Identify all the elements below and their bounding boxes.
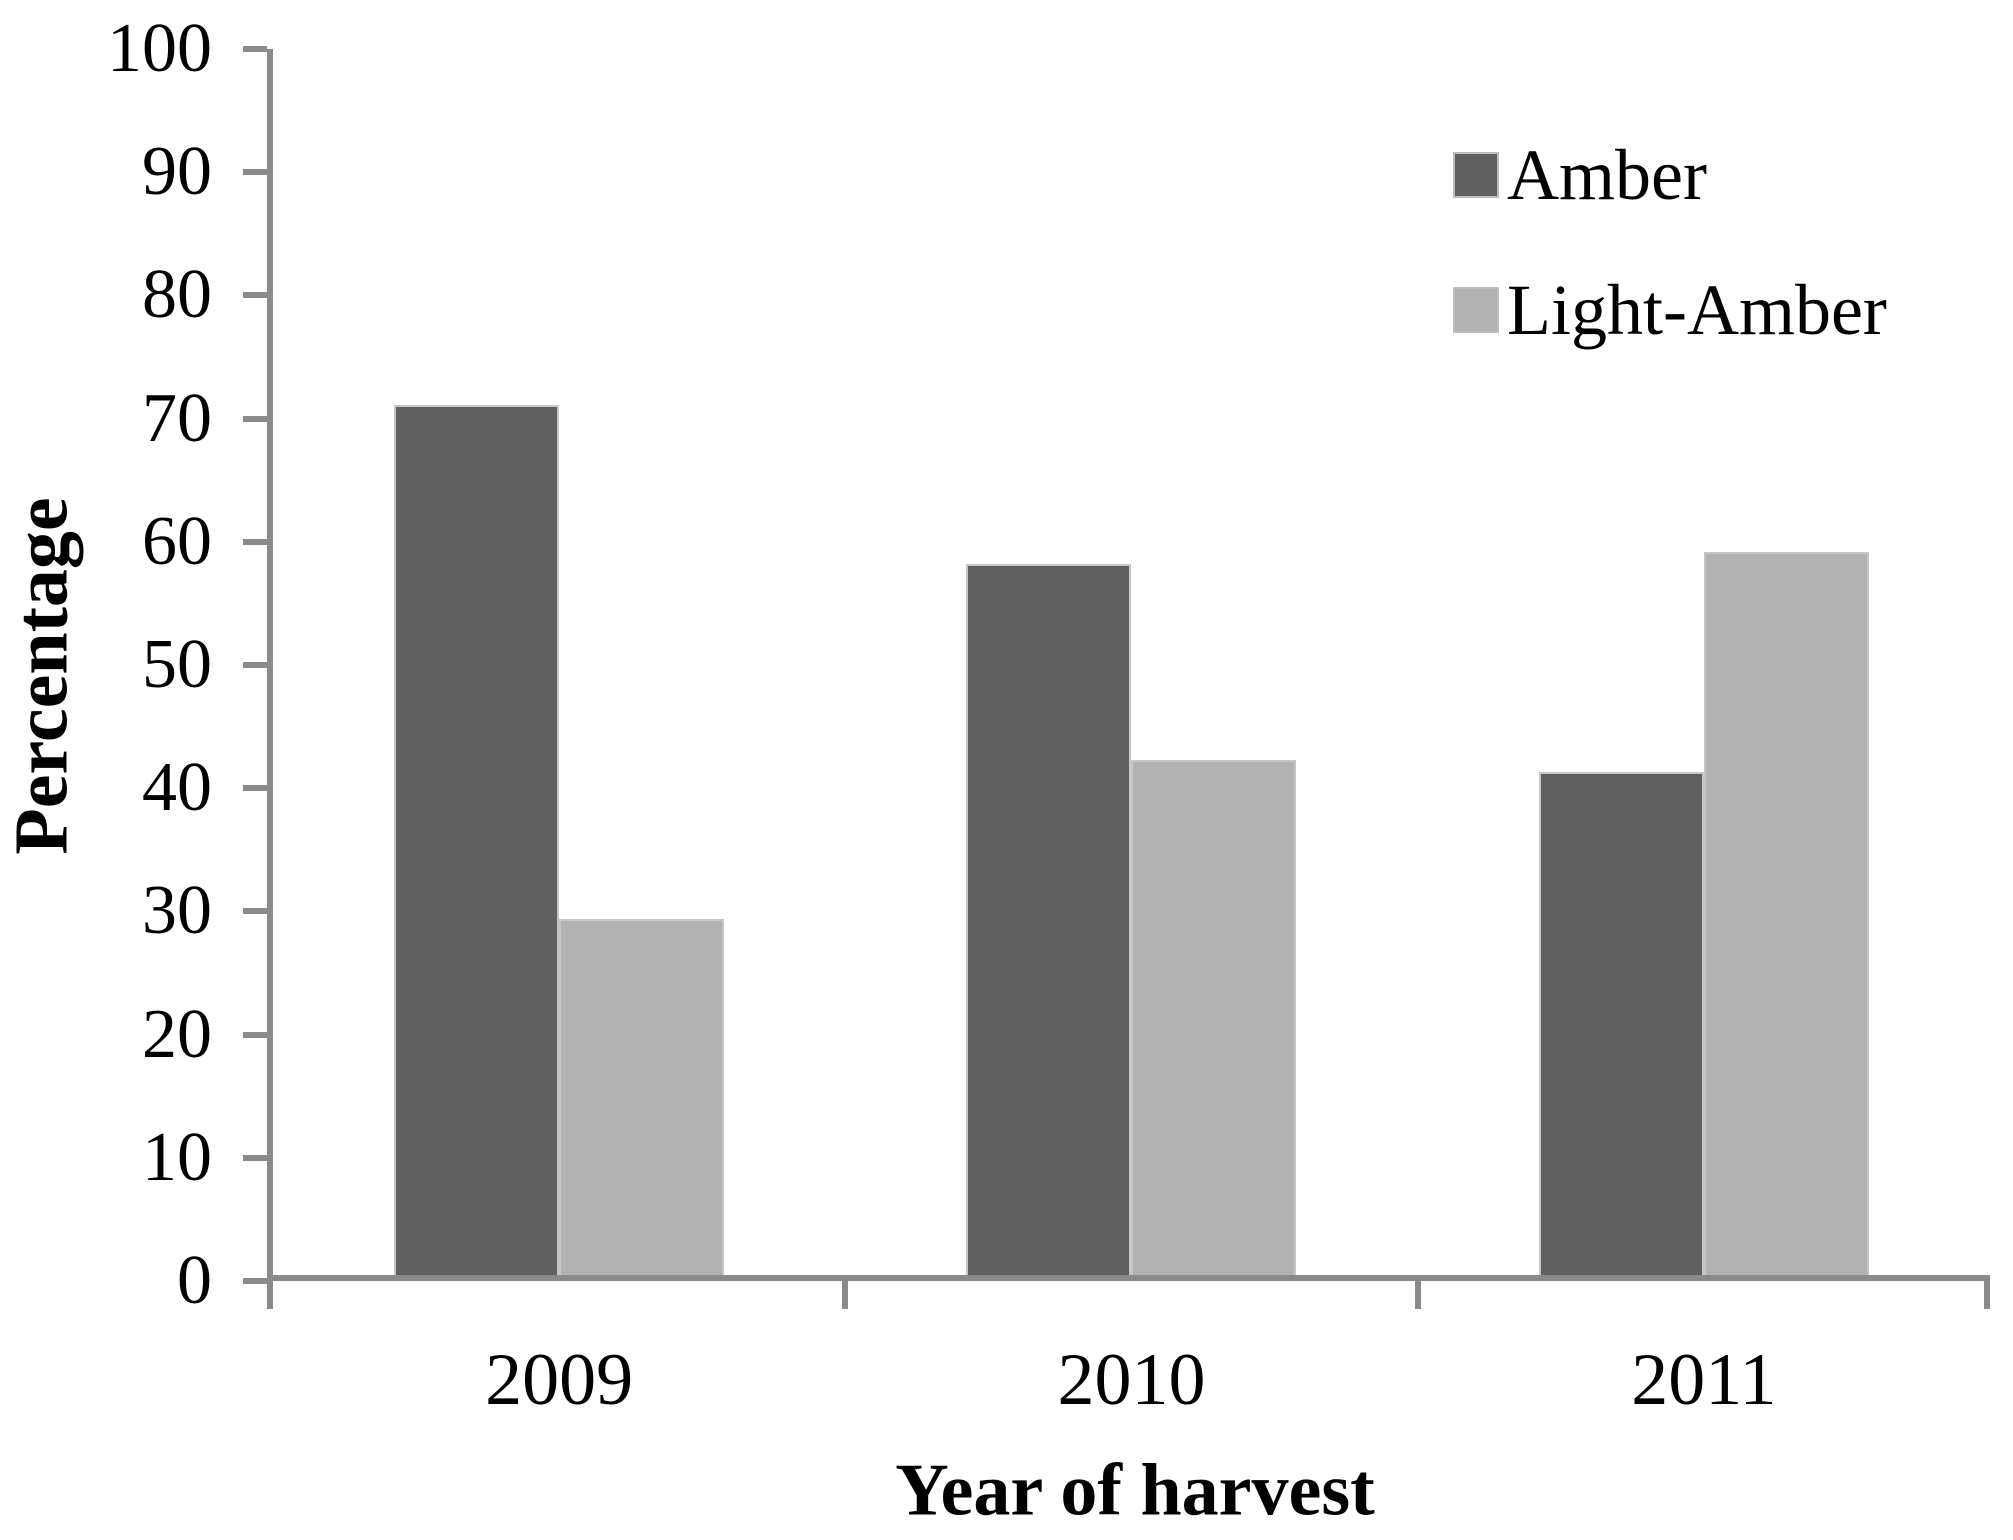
- category-group-2009: [273, 49, 845, 1275]
- category-group-2011: [1418, 49, 1990, 1275]
- x-tick-label-2010: 2010: [1057, 1339, 1206, 1421]
- x-tick-mark: [267, 1281, 273, 1309]
- y-tick-label: 100: [107, 10, 212, 87]
- legend-label: Light-Amber: [1507, 270, 1887, 350]
- y-tick-mark: [243, 46, 267, 52]
- x-tick-mark: [842, 1281, 849, 1309]
- legend-item-light-amber: Light-Amber: [1453, 274, 1887, 346]
- x-tick-mark: [1984, 1281, 1990, 1309]
- y-tick-label: 60: [142, 502, 212, 580]
- bar-amber-2010: [966, 563, 1132, 1275]
- bar-light-amber-2010: [1131, 760, 1297, 1275]
- y-tick-mark: [243, 169, 267, 176]
- y-tick-label: 50: [142, 626, 212, 703]
- y-tick-mark: [243, 1154, 267, 1161]
- x-axis-title: Year of harvest: [895, 1449, 1375, 1532]
- bar-amber-2011: [1538, 772, 1704, 1275]
- y-tick-mark: [243, 785, 267, 792]
- x-tick-label-2009: 2009: [485, 1339, 634, 1421]
- legend-swatch-amber: [1453, 152, 1499, 198]
- legend-swatch-light-amber: [1453, 287, 1499, 333]
- bar-light-amber-2009: [559, 919, 725, 1275]
- y-tick-mark: [243, 662, 267, 668]
- legend-label: Amber: [1507, 135, 1707, 215]
- y-tick-label: 20: [142, 995, 212, 1073]
- x-tick-label-2011: 2011: [1631, 1339, 1777, 1421]
- x-tick-mark: [1414, 1281, 1421, 1309]
- y-tick-mark: [243, 1278, 267, 1284]
- y-tick-label: 10: [142, 1118, 212, 1196]
- y-tick-label: 40: [142, 749, 212, 827]
- y-tick-mark: [243, 292, 267, 299]
- bar-light-amber-2011: [1703, 551, 1869, 1275]
- plot-area: [267, 49, 1990, 1281]
- y-tick-mark: [243, 415, 267, 422]
- y-tick-label: 0: [177, 1242, 212, 1319]
- y-tick-mark: [243, 538, 267, 545]
- bar-amber-2009: [394, 404, 560, 1275]
- y-tick-mark: [243, 1031, 267, 1038]
- y-tick-label: 80: [142, 256, 212, 334]
- y-tick-mark: [243, 908, 267, 915]
- y-tick-label: 30: [142, 872, 212, 950]
- y-tick-label: 70: [142, 379, 212, 457]
- category-group-2010: [845, 49, 1417, 1275]
- legend-item-amber: Amber: [1453, 139, 1887, 211]
- y-tick-label: 90: [142, 133, 212, 211]
- legend: Amber Light-Amber: [1453, 139, 1887, 418]
